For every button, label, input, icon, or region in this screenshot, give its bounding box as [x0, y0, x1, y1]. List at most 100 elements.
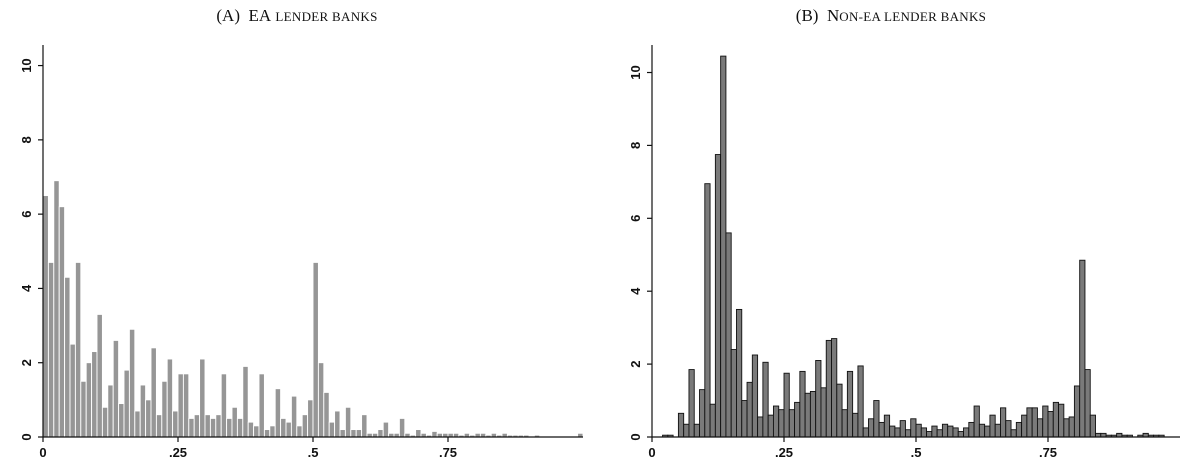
histogram-bar [220, 373, 228, 438]
y-tick-label: 6 [628, 215, 643, 222]
histogram-bar [714, 154, 722, 438]
panel-a-title-prefix: (A) [216, 6, 240, 25]
x-tick-label: .5 [308, 445, 319, 460]
histogram-bar [64, 276, 71, 438]
histogram-bar [736, 308, 743, 438]
histogram-bar [1005, 420, 1012, 438]
histogram-bar [693, 423, 700, 438]
histogram-bar [101, 406, 109, 438]
histogram-bar [831, 338, 838, 438]
histogram-bar [1021, 414, 1028, 438]
histogram-bar [155, 414, 163, 438]
histogram-bar [431, 430, 438, 438]
histogram-bar [350, 429, 357, 438]
histogram-bar [236, 417, 244, 438]
histogram-bar [978, 423, 986, 438]
histogram-bar [862, 427, 869, 438]
histogram-bar [1026, 407, 1033, 438]
histogram-bar [926, 431, 933, 438]
histogram-bar [704, 183, 711, 438]
histogram-bar [720, 55, 727, 438]
histogram-bar [382, 421, 390, 438]
histogram-bar [920, 427, 928, 438]
histogram-bar [788, 409, 796, 438]
histogram-bar [852, 412, 859, 438]
histogram-bar [128, 328, 136, 438]
histogram-bar [973, 405, 980, 438]
histogram-bar [820, 387, 827, 438]
histogram-bar [878, 421, 885, 438]
histogram-bar [215, 414, 222, 438]
histogram-bar [868, 418, 875, 438]
histogram-bar [873, 400, 880, 438]
histogram-bar [1042, 405, 1049, 438]
histogram-bar [139, 384, 147, 438]
histogram-bar [941, 423, 949, 438]
histogram-bar [80, 380, 87, 438]
histogram-bar [683, 423, 690, 438]
histogram-bar [1068, 416, 1075, 438]
histogram-bar [794, 401, 801, 438]
histogram-bar [899, 420, 906, 438]
histogram-bar [762, 361, 769, 438]
histogram-bar [377, 429, 384, 438]
histogram-bar [994, 423, 1001, 438]
histogram-bar [301, 414, 309, 438]
histogram-bar [209, 417, 217, 438]
histogram-bar [274, 388, 282, 438]
histogram-bar [312, 261, 319, 438]
histogram-bar [269, 425, 276, 438]
histogram-bar [1058, 403, 1065, 438]
histogram-bar [968, 421, 975, 438]
y-tick-label: 2 [19, 359, 34, 366]
histogram-bar [398, 417, 406, 438]
histogram-bar [317, 362, 325, 438]
histogram-bar [809, 390, 817, 438]
histogram-bar [74, 261, 82, 438]
histogram-bar [47, 261, 55, 438]
histogram-bar [328, 421, 336, 438]
histogram-bar [85, 362, 93, 438]
histogram-bar [857, 365, 864, 438]
histogram-bar [58, 206, 66, 438]
histogram-bar [323, 391, 330, 438]
histogram-bar [772, 405, 780, 438]
histogram-bar [253, 425, 260, 438]
histogram-bar [883, 414, 891, 438]
histogram-panel-a: 0 .25 .5 .75 0 2 4 6 8 10 [19, 45, 584, 460]
histogram-bar [757, 416, 764, 438]
histogram-bar [334, 410, 341, 438]
x-tick-label: .75 [1039, 445, 1057, 460]
y-tick-label: 8 [628, 142, 643, 149]
histogram-bar [1000, 407, 1007, 438]
histogram-bar [915, 423, 922, 438]
histogram-bar [1063, 418, 1070, 438]
histogram-bar [947, 425, 954, 438]
histogram-bar [226, 417, 233, 438]
panel-a-title: (A) EA LENDER BANKS [0, 6, 594, 26]
histogram-bar [767, 414, 774, 438]
histogram-bar [188, 417, 195, 438]
histogram-bar [846, 370, 854, 438]
y-tick-label: 10 [19, 58, 34, 72]
histogram-bar [1079, 259, 1086, 438]
histogram-panel-b: 0 .25 .5 .75 0 2 4 6 8 10 [628, 45, 1180, 460]
histogram-bar [1052, 401, 1060, 438]
histogram-bar [199, 358, 206, 438]
histogram-bar [307, 399, 314, 438]
histogram-bar [118, 403, 125, 438]
histogram-bar [172, 410, 179, 438]
histogram-bar [1073, 385, 1081, 438]
histogram-bar [166, 358, 174, 438]
histogram-bar [107, 384, 114, 438]
histogram-bar [177, 373, 184, 438]
histogram-bar [193, 414, 201, 438]
histogram-bar [53, 180, 60, 438]
histogram-bar [725, 232, 732, 438]
histogram-bar [69, 343, 76, 438]
histogram-bar [894, 427, 901, 438]
histogram-bar [361, 414, 368, 438]
histogram-bar [931, 425, 938, 438]
panel-a-title-main: EA [248, 6, 272, 25]
histogram-bar [699, 389, 706, 438]
